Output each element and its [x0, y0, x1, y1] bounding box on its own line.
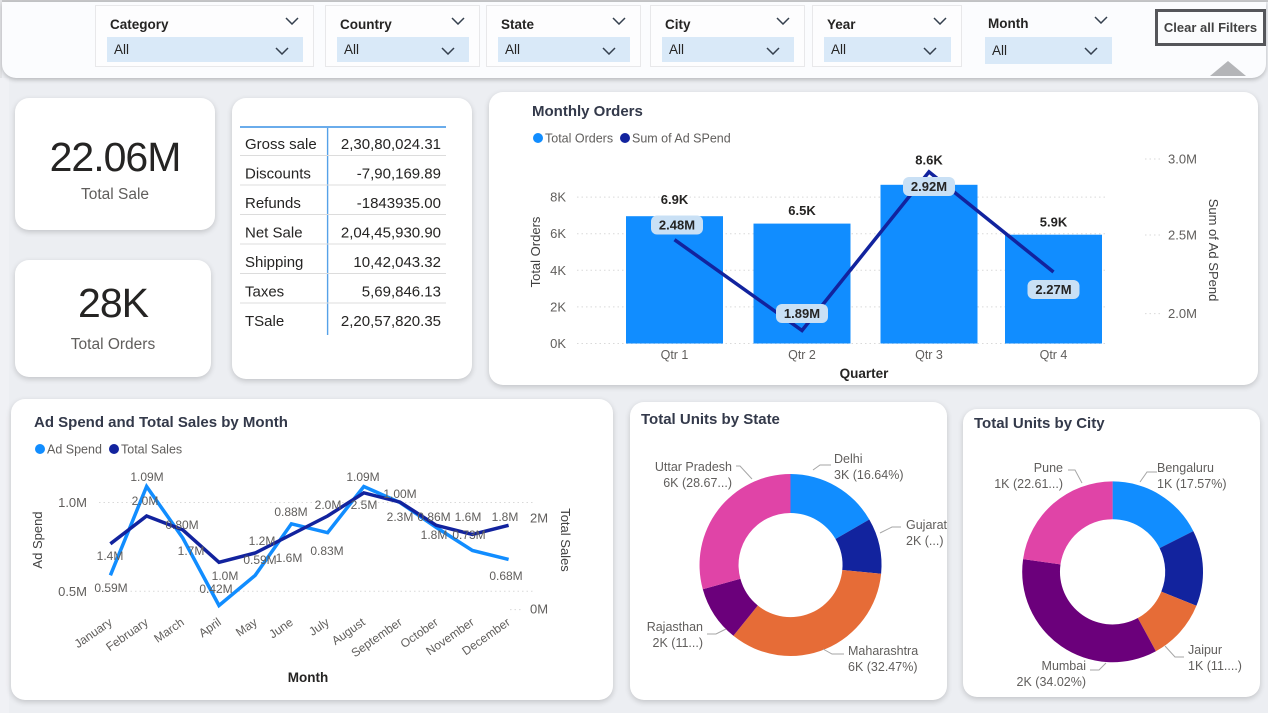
- svg-text:4K: 4K: [550, 263, 566, 278]
- svg-text:Pune: Pune: [1034, 461, 1063, 475]
- svg-text:6K (28.67...): 6K (28.67...): [663, 476, 732, 490]
- svg-text:0.59M: 0.59M: [94, 581, 127, 595]
- svg-text:0.88M: 0.88M: [274, 505, 307, 519]
- svg-text:1.0M: 1.0M: [58, 495, 87, 510]
- svg-text:Gujarat: Gujarat: [906, 518, 947, 532]
- svg-text:2.92M: 2.92M: [911, 179, 947, 194]
- svg-text:April: April: [196, 615, 224, 640]
- svg-text:1K (22.61...): 1K (22.61...): [994, 477, 1063, 491]
- svg-text:1.09M: 1.09M: [130, 470, 163, 484]
- svg-text:2.5M: 2.5M: [1168, 228, 1197, 243]
- svg-text:Total Units by City: Total Units by City: [974, 415, 1105, 432]
- svg-text:1.6M: 1.6M: [455, 510, 482, 524]
- svg-text:Total Orders: Total Orders: [528, 216, 543, 287]
- svg-text:July: July: [306, 615, 332, 639]
- svg-text:May: May: [233, 615, 260, 639]
- svg-text:March: March: [151, 615, 186, 646]
- svg-text:6.5K: 6.5K: [788, 203, 816, 218]
- svg-text:2K (11...): 2K (11...): [653, 636, 703, 650]
- svg-text:2,20,57,820.35: 2,20,57,820.35: [341, 313, 441, 330]
- svg-text:5.9K: 5.9K: [1040, 215, 1068, 230]
- svg-text:2.27M: 2.27M: [1035, 282, 1071, 297]
- svg-text:Total Sales: Total Sales: [558, 508, 573, 572]
- svg-text:0.42M: 0.42M: [199, 582, 232, 596]
- svg-text:Month: Month: [288, 670, 328, 685]
- svg-text:Sum of Ad SPend: Sum of Ad SPend: [632, 132, 731, 146]
- svg-text:8K: 8K: [550, 190, 566, 205]
- svg-text:6.9K: 6.9K: [661, 192, 689, 207]
- svg-text:Quarter: Quarter: [840, 366, 890, 381]
- svg-text:Mumbai: Mumbai: [1042, 659, 1086, 673]
- svg-text:0.68M: 0.68M: [489, 569, 522, 583]
- svg-text:1.7M: 1.7M: [178, 544, 205, 558]
- svg-text:2K: 2K: [550, 299, 566, 314]
- svg-text:2M: 2M: [530, 511, 548, 526]
- svg-text:Rajasthan: Rajasthan: [647, 620, 703, 634]
- svg-text:6K (32.47%): 6K (32.47%): [848, 660, 917, 674]
- svg-text:0.59M: 0.59M: [243, 553, 276, 567]
- svg-text:Qtr 1: Qtr 1: [661, 348, 689, 362]
- svg-text:Ad Spend: Ad Spend: [47, 443, 102, 457]
- svg-text:1.0M: 1.0M: [212, 569, 239, 583]
- svg-text:2.5M: 2.5M: [351, 498, 378, 512]
- svg-text:0M: 0M: [530, 602, 548, 617]
- svg-text:Monthly Orders: Monthly Orders: [532, 103, 643, 120]
- svg-text:-7,90,169.89: -7,90,169.89: [357, 166, 441, 183]
- svg-text:Maharashtra: Maharashtra: [848, 644, 918, 658]
- svg-text:Taxes: Taxes: [245, 284, 284, 301]
- svg-text:2.48M: 2.48M: [659, 218, 695, 233]
- svg-text:Bengaluru: Bengaluru: [1157, 461, 1214, 475]
- svg-text:1.00M: 1.00M: [383, 487, 416, 501]
- svg-text:3.0M: 3.0M: [1168, 152, 1197, 167]
- svg-text:Uttar Pradesh: Uttar Pradesh: [655, 460, 732, 474]
- svg-text:2,30,80,024.31: 2,30,80,024.31: [341, 136, 441, 153]
- svg-text:June: June: [266, 615, 296, 642]
- svg-text:0K: 0K: [550, 336, 566, 351]
- svg-text:3K (16.64%): 3K (16.64%): [834, 468, 903, 482]
- svg-text:Discounts: Discounts: [245, 166, 311, 183]
- svg-text:2.3M: 2.3M: [387, 510, 414, 524]
- svg-text:5,69,846.13: 5,69,846.13: [362, 284, 441, 301]
- svg-text:Jaipur: Jaipur: [1188, 643, 1222, 657]
- svg-text:Shipping: Shipping: [245, 254, 303, 271]
- svg-text:1K (11....): 1K (11....): [1188, 659, 1242, 673]
- svg-text:0.86M: 0.86M: [417, 510, 450, 524]
- svg-text:1.2M: 1.2M: [249, 534, 276, 548]
- svg-text:1.09M: 1.09M: [346, 470, 379, 484]
- svg-text:Refunds: Refunds: [245, 195, 301, 212]
- svg-text:0.73M: 0.73M: [452, 528, 485, 542]
- svg-text:2K (34.02%): 2K (34.02%): [1017, 675, 1086, 689]
- svg-text:Ad Spend and Total Sales by Mo: Ad Spend and Total Sales by Month: [34, 414, 288, 431]
- svg-text:1.6M: 1.6M: [276, 551, 303, 565]
- svg-text:Sum of Ad SPend: Sum of Ad SPend: [1206, 199, 1221, 302]
- svg-text:0.5M: 0.5M: [58, 584, 87, 599]
- svg-text:Qtr 3: Qtr 3: [915, 348, 943, 362]
- svg-text:Gross sale: Gross sale: [245, 136, 317, 153]
- svg-text:Qtr 4: Qtr 4: [1040, 348, 1068, 362]
- svg-text:2.0M: 2.0M: [315, 498, 342, 512]
- svg-text:Delhi: Delhi: [834, 452, 863, 466]
- svg-text:Total Units by State: Total Units by State: [641, 411, 780, 428]
- svg-text:1.8M: 1.8M: [421, 528, 448, 542]
- svg-text:2K (...): 2K (...): [906, 534, 944, 548]
- svg-text:1.4M: 1.4M: [97, 549, 124, 563]
- svg-text:2.0M: 2.0M: [1168, 306, 1197, 321]
- svg-text:-1843935.00: -1843935.00: [357, 195, 441, 212]
- svg-text:Total Orders: Total Orders: [545, 132, 613, 146]
- svg-text:1.8M: 1.8M: [492, 510, 519, 524]
- svg-text:0.83M: 0.83M: [310, 544, 343, 558]
- svg-text:2.0M: 2.0M: [132, 494, 159, 508]
- svg-text:Total Sales: Total Sales: [121, 443, 182, 457]
- svg-text:8.6K: 8.6K: [915, 153, 943, 168]
- svg-text:2,04,45,930.90: 2,04,45,930.90: [341, 225, 441, 242]
- svg-text:0.80M: 0.80M: [165, 518, 198, 532]
- svg-text:1K (17.57%): 1K (17.57%): [1157, 477, 1226, 491]
- svg-text:Qtr 2: Qtr 2: [788, 348, 816, 362]
- svg-text:1.89M: 1.89M: [784, 306, 820, 321]
- svg-text:6K: 6K: [550, 226, 566, 241]
- svg-text:TSale: TSale: [245, 313, 284, 330]
- svg-text:Net Sale: Net Sale: [245, 225, 303, 242]
- svg-text:Ad Spend: Ad Spend: [30, 511, 45, 568]
- svg-text:10,42,043.32: 10,42,043.32: [353, 254, 441, 271]
